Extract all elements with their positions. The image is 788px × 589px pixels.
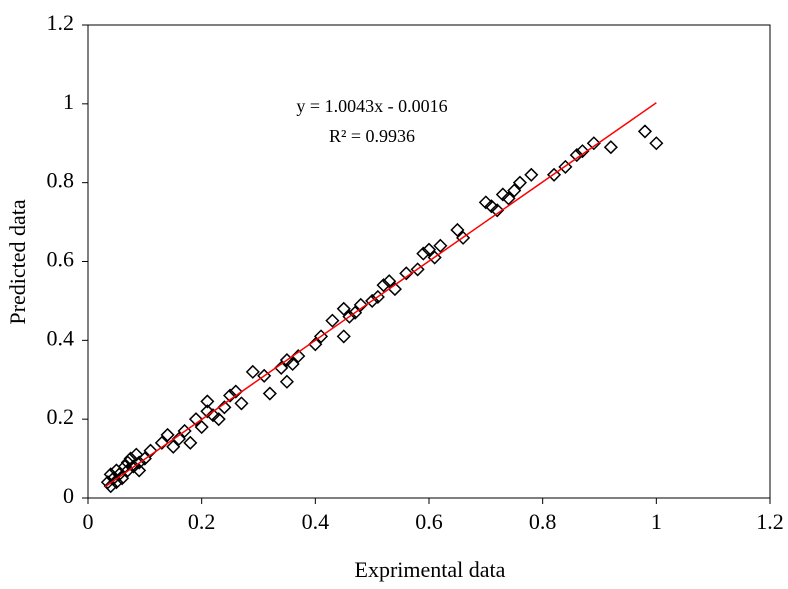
- data-point: [450, 222, 465, 238]
- data-point: [649, 136, 664, 151]
- data-point: [171, 431, 186, 446]
- data-point: [586, 136, 601, 151]
- data-point: [336, 301, 351, 316]
- data-point: [558, 159, 573, 174]
- data-point: [325, 313, 340, 328]
- data-point: [484, 199, 499, 214]
- r-squared: R² = 0.9936: [329, 126, 415, 146]
- y-tick-label: 0.2: [47, 404, 75, 429]
- data-point: [123, 451, 138, 466]
- x-tick-label: 0.2: [188, 509, 216, 534]
- data-point: [495, 187, 510, 202]
- x-tick-label: 0: [83, 509, 94, 534]
- data-point: [120, 455, 135, 470]
- data-point: [353, 297, 368, 312]
- data-point: [427, 250, 442, 265]
- x-axis-label: Exprimental data: [355, 557, 506, 582]
- data-point: [115, 471, 130, 486]
- data-point: [416, 246, 431, 261]
- data-point: [546, 167, 562, 182]
- x-tick-label: 1: [651, 509, 662, 534]
- equation: y = 1.0043x - 0.0016: [296, 96, 447, 116]
- data-point: [399, 266, 414, 281]
- data-point: [245, 364, 260, 379]
- data-point: [336, 329, 351, 344]
- data-point: [569, 148, 584, 163]
- data-point: [129, 447, 144, 462]
- trendline: [104, 102, 657, 488]
- data-point: [637, 124, 653, 139]
- x-tick-label: 0.6: [415, 509, 443, 534]
- data-point: [200, 404, 215, 419]
- data-point: [501, 191, 516, 206]
- data-point: [376, 278, 391, 293]
- data-point: [603, 140, 618, 155]
- x-tick-label: 0.4: [302, 509, 330, 534]
- y-tick-label: 0.6: [47, 247, 75, 272]
- data-point: [348, 305, 363, 320]
- data-point: [183, 435, 198, 450]
- data-point: [410, 262, 425, 277]
- data-point: [132, 463, 147, 478]
- data-point: [575, 144, 590, 159]
- data-point: [160, 427, 175, 442]
- x-tick-label: 0.8: [529, 509, 557, 534]
- data-point: [188, 412, 204, 427]
- data-point: [211, 412, 226, 427]
- data-point: [200, 394, 215, 409]
- data-point: [365, 293, 380, 308]
- data-point: [382, 274, 397, 289]
- data-point: [524, 167, 539, 182]
- data-point: [262, 386, 277, 401]
- y-tick-label: 0: [63, 483, 74, 508]
- data-point: [279, 374, 294, 389]
- data-point: [154, 435, 169, 450]
- data-point: [370, 289, 385, 305]
- x-tick-label: 1.2: [756, 509, 784, 534]
- data-point: [217, 400, 232, 415]
- data-point: [456, 230, 471, 245]
- data-point: [194, 419, 209, 435]
- y-tick-label: 0.8: [47, 168, 75, 193]
- data-point: [166, 439, 181, 454]
- data-point: [223, 388, 238, 403]
- y-tick-label: 1: [63, 89, 74, 114]
- data-point: [433, 238, 448, 253]
- data-point: [512, 175, 527, 190]
- data-point: [478, 195, 493, 210]
- data-point: [143, 443, 158, 458]
- data-point: [342, 309, 357, 324]
- data-point: [234, 396, 249, 411]
- data-point: [285, 356, 300, 372]
- y-tick-label: 1.2: [47, 10, 75, 35]
- data-point: [421, 242, 437, 257]
- data-point: [507, 183, 522, 198]
- data-point: [228, 384, 243, 399]
- data-point: [490, 203, 505, 218]
- y-axis-label: Predicted data: [5, 199, 30, 324]
- data-point: [205, 408, 221, 423]
- y-tick-label: 0.4: [47, 325, 75, 350]
